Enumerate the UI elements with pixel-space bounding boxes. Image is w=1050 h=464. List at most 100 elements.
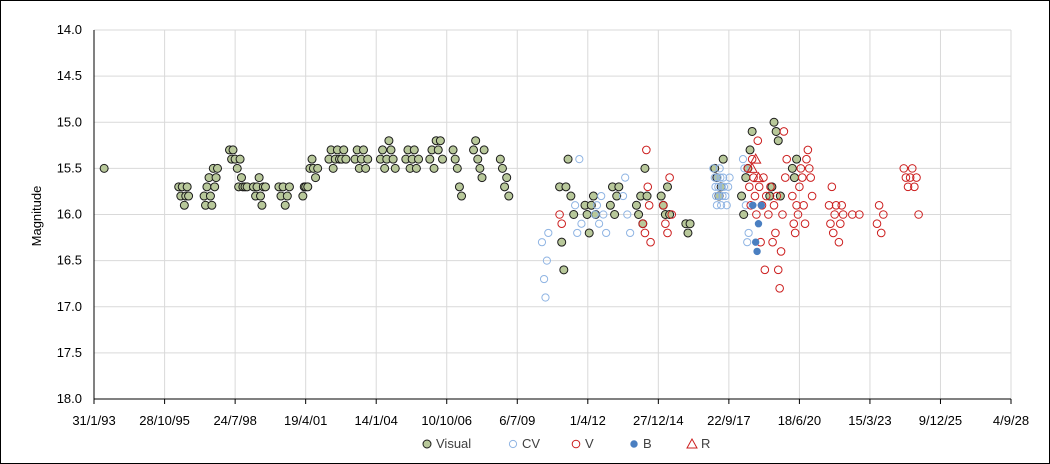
v-point [780,173,790,182]
visual-point [685,219,695,229]
cv-point [571,201,580,210]
v-point [789,219,799,229]
v-point [795,182,804,192]
x-tick-label: 14/1/04 [355,413,398,428]
visual-point [789,173,799,183]
y-tick-label: 14.5 [57,68,82,83]
v-point [796,164,806,173]
v-point [557,219,567,229]
y-axis-tick-labels: 14.0 14.5 15.0 15.5 16.0 16.5 17.0 17.5 18.0 [57,22,82,406]
x-tick-label: 31/1/93 [72,413,115,428]
visual-point [236,173,246,183]
visual-point [380,163,390,173]
visual-point [298,191,308,201]
cv-point [597,191,606,201]
cv-point [717,201,726,210]
visual-point [328,163,338,173]
v-point [838,210,848,219]
visual-point [429,163,439,173]
x-tick-label: 4/9/28 [993,413,1029,428]
legend-marker-cv [508,439,518,449]
r-point [746,162,758,173]
visual-point [284,182,294,192]
y-tick-label: 14.0 [57,22,82,37]
v-point [766,182,775,192]
legend-marker-visual [422,439,432,449]
v-point [782,154,792,164]
visual-point [500,182,510,192]
visual-point [665,210,675,219]
v-point [802,154,811,164]
visual-point [663,182,673,192]
visual-point [311,173,321,183]
v-point [643,182,653,192]
series-b [749,201,766,256]
cv-point [621,173,630,182]
visual-point [388,154,398,164]
visual-point [586,200,596,210]
v-point [910,182,919,192]
v-point [828,228,838,238]
v-point [761,191,771,201]
cv-point [626,228,635,238]
visual-point [559,265,569,275]
cv-point [717,182,726,191]
cv-point [542,256,551,265]
legend-label-b: B [643,436,652,451]
visual-point [260,182,270,192]
visual-point [475,163,485,173]
visual-point [210,182,220,192]
data-points [99,117,923,302]
visual-point [438,154,448,164]
axes [93,30,1012,404]
v-point [824,200,834,210]
cv-point [712,191,721,201]
visual-point [235,154,245,164]
cv-point [539,274,549,284]
v-point [799,200,808,210]
v-point [646,237,655,247]
x-tick-label: 22/9/17 [707,413,750,428]
cv-point [712,201,721,210]
legend-marker-r [686,437,698,449]
visual-point [450,154,460,164]
y-tick-label: 15.0 [57,114,82,129]
visual-point [435,136,445,146]
cv-point [710,173,719,182]
v-point [665,173,674,182]
visual-point [683,228,693,238]
v-point [790,228,800,238]
v-point [872,219,882,229]
v-point [834,237,844,247]
v-point [752,210,761,219]
cv-point [599,210,608,219]
cv-point [623,210,632,219]
cv-point [743,238,752,247]
visual-point [497,163,507,173]
visual-point [563,154,573,164]
v-point [776,247,786,256]
visual-point [361,163,371,173]
visual-point [741,173,751,183]
v-point [830,210,839,219]
visual-point [425,154,435,164]
v-point [773,265,783,275]
visual-point [457,191,467,201]
legend-label-r: R [701,436,710,451]
visual-point [179,200,189,210]
legend-marker-b [630,440,638,448]
visual-point [254,173,264,183]
visual-point [614,182,624,192]
b-point [751,238,760,246]
v-point [753,136,763,145]
v-point [803,145,813,155]
visual-point [773,136,783,146]
v-point [855,210,864,219]
b-point [754,220,763,228]
cv-point [541,293,550,302]
visual-point [341,154,351,164]
v-point [804,164,814,173]
v-point [661,219,670,229]
b-point [753,247,761,256]
visual-point [313,163,323,173]
